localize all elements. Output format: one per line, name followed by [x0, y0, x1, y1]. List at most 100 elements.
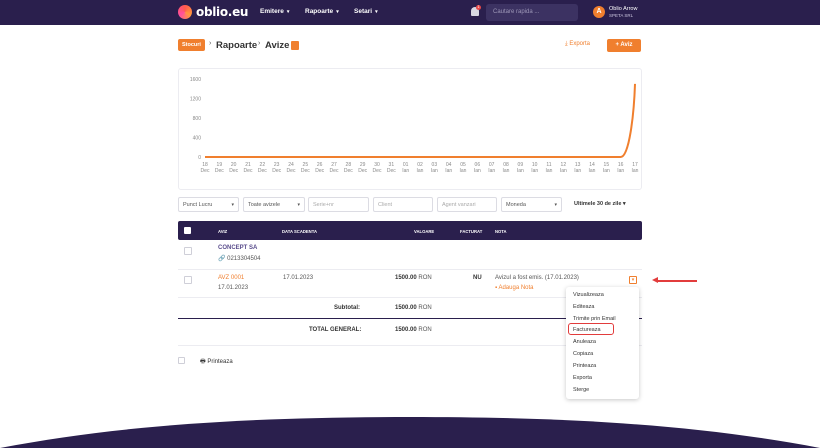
menu-item-printeaza[interactable]: Printeaza [573, 363, 597, 369]
x-tick-label: Ian [574, 168, 581, 174]
x-tick-label: 28 [346, 162, 352, 168]
x-tick-label: Dec [215, 168, 224, 174]
x-tick-label: 27 [331, 162, 337, 168]
annotation-arrow [656, 280, 697, 282]
x-tick-label: Dec [330, 168, 339, 174]
x-tick-label: Ian [517, 168, 524, 174]
x-tick-label: Ian [417, 168, 424, 174]
valoare-value: 1500.00 RON [395, 275, 432, 281]
chevron-down-icon: ▾ [286, 9, 290, 15]
y-tick-label: 800 [193, 116, 202, 122]
x-tick-label: Dec [229, 168, 238, 174]
nav-rapoarte-label: Rapoarte [305, 8, 334, 15]
nav-rapoarte[interactable]: Rapoarte ▾ [305, 8, 339, 15]
x-tick-label: Ian [460, 168, 467, 174]
printer-icon: 🖶 [200, 359, 208, 365]
row-divider [178, 269, 642, 270]
printeaza-button[interactable]: 🖶 Printeaza [200, 357, 233, 367]
toate-avizele-select[interactable]: Toate avizele ▾ [243, 197, 305, 212]
x-tick-label: 23 [274, 162, 280, 168]
series-line [205, 83, 636, 158]
menu-item-exporta[interactable]: Exporta [573, 375, 592, 381]
exporta-button[interactable]: ⤓ Exporta [565, 41, 590, 48]
perioada-select[interactable]: Ultimele 30 de zile ▾ [574, 201, 626, 207]
menu-item-factureaza[interactable]: Factureaza [573, 327, 601, 333]
subtotal-label: Subtotal: [334, 305, 360, 311]
row-actions-toggle[interactable]: ▾ [629, 276, 637, 284]
menu-item-sterge[interactable]: Sterge [573, 387, 590, 393]
highlight-annotation [568, 323, 614, 335]
menu-item-anuleaza[interactable]: Anuleaza [573, 339, 596, 345]
chevron-down-icon: ▾ [231, 202, 234, 208]
subtotal-currency: RON [418, 305, 432, 311]
aviz-number-link[interactable]: AVZ 0001 [218, 275, 245, 281]
menu-item-trimite-email[interactable]: Trimite prin Email [573, 316, 616, 322]
x-tick-label: Ian [431, 168, 438, 174]
y-tick-label: 400 [193, 136, 202, 142]
th-facturat[interactable]: FACTURAT [460, 229, 483, 234]
breadcrumb-rapoarte[interactable]: Rapoarte [216, 40, 258, 51]
line-chart: 04008001200160018Dec19Dec20Dec21Dec22Dec… [190, 77, 639, 174]
th-aviz[interactable]: AVIZ [218, 229, 228, 234]
menu-item-copiaza[interactable]: Copiaza [573, 351, 594, 357]
moneda-select[interactable]: Moneda ▾ [501, 197, 562, 212]
file-export-icon[interactable] [291, 41, 299, 50]
total-value: 1500.00 RON [395, 327, 432, 333]
row-divider [178, 297, 642, 298]
stocuri-button[interactable]: Stocuri [178, 39, 205, 51]
nav-emitere-label: Emitere [260, 8, 284, 15]
nav-emitere[interactable]: Emitere ▾ [260, 8, 289, 15]
menu-item-vizualizeaza[interactable]: Vizualizeaza [573, 292, 604, 298]
x-tick-label: Ian [474, 168, 481, 174]
chevron-down-icon: ▾ [554, 202, 557, 208]
row-checkbox[interactable] [184, 276, 192, 284]
select-all-checkbox[interactable] [184, 227, 191, 234]
punct-lucru-select[interactable]: Punct Lucru ▾ [178, 197, 239, 212]
x-tick-label: 08 [503, 162, 509, 168]
total-currency: RON [418, 327, 432, 333]
x-tick-label: 10 [532, 162, 538, 168]
adauga-nota-label: Adauga Nota [498, 285, 534, 291]
chart-container: 0 400 800 1200 1600 18 Dec 19 Dec 20 Dec 21 Dec 22 Dec… [178, 68, 642, 190]
x-tick-label: Ian [546, 168, 553, 174]
group-checkbox[interactable] [184, 247, 192, 255]
table-header: AVIZ DATA SCADENTA VALOARE FACTURAT NOTA [178, 221, 642, 240]
search-input[interactable]: Cautare rapida ... [486, 4, 578, 21]
user-name[interactable]: Oblio Arrow [609, 6, 638, 12]
chevron-down-icon: ▾ [622, 201, 626, 207]
x-tick-label: 18 [202, 162, 208, 168]
aviz-date: 17.01.2023 [218, 285, 249, 291]
x-tick-label: 02 [417, 162, 423, 168]
x-tick-label: Dec [287, 168, 296, 174]
th-data-scadenta[interactable]: DATA SCADENTA [282, 229, 317, 234]
x-tick-label: 04 [446, 162, 452, 168]
adauga-nota-link[interactable]: ▪ Adauga Nota [495, 285, 534, 291]
add-aviz-button[interactable]: + Aviz [607, 39, 641, 52]
x-tick-label: 31 [389, 162, 395, 168]
agent-vanzari-input[interactable]: Agent vanzari [437, 197, 497, 212]
th-valoare[interactable]: VALOARE [414, 229, 435, 234]
client-input[interactable]: Client [373, 197, 433, 212]
x-tick-label: Dec [344, 168, 353, 174]
total-label: TOTAL GENERAL: [309, 327, 362, 333]
bulk-checkbox[interactable] [178, 357, 185, 364]
th-nota[interactable]: NOTA [495, 229, 507, 234]
menu-item-editeaza[interactable]: Editeaza [573, 304, 595, 310]
y-tick-label: 1200 [190, 97, 201, 103]
subtotal-divider [178, 318, 642, 319]
data-scadenta-value: 17.01.2023 [283, 275, 314, 281]
notification-bell-icon[interactable] [471, 7, 479, 16]
download-icon: ⤓ [565, 41, 570, 47]
serie-nr-input[interactable]: Serie+nr [308, 197, 369, 212]
x-tick-label: 14 [589, 162, 595, 168]
chevron-down-icon: ▾ [297, 202, 300, 208]
nav-setari[interactable]: Setari ▾ [354, 8, 378, 15]
x-tick-label: Ian [445, 168, 452, 174]
brand-logo[interactable]: oblio.eu [178, 5, 248, 19]
x-tick-label: 20 [231, 162, 237, 168]
x-tick-label: Dec [315, 168, 324, 174]
x-tick-label: Ian [560, 168, 567, 174]
x-tick-label: 29 [360, 162, 366, 168]
avatar[interactable]: A [593, 6, 605, 18]
client-name[interactable]: CONCEPT SA [218, 245, 258, 251]
